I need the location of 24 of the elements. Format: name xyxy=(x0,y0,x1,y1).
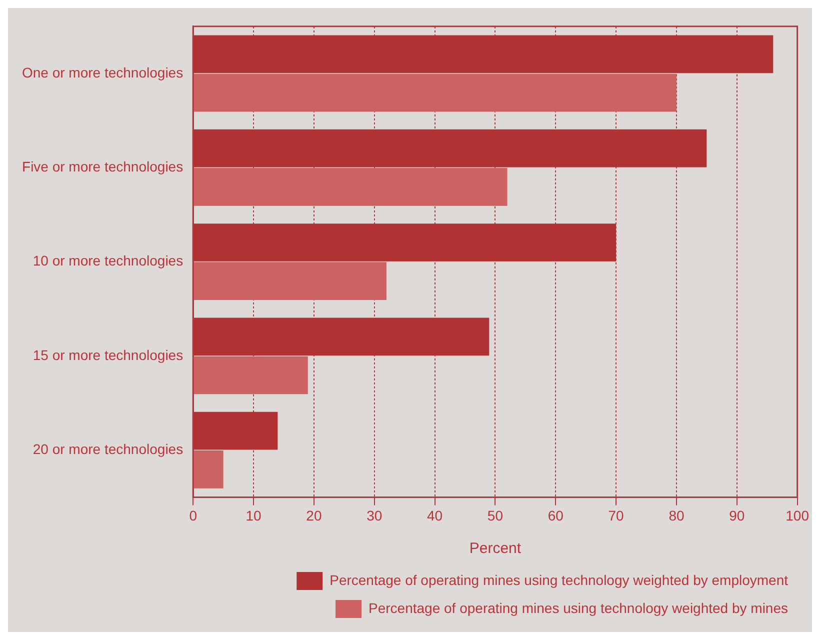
x-tick-label: 40 xyxy=(426,507,443,524)
x-tick-label: 90 xyxy=(729,507,745,524)
x-tick-label: 80 xyxy=(668,507,684,524)
x-tick-label: 10 xyxy=(246,507,262,524)
x-tick-label: 100 xyxy=(786,507,810,524)
y-tick-label: One or more technologies xyxy=(22,64,184,80)
x-tick-label: 60 xyxy=(548,507,564,524)
x-tick-label: 70 xyxy=(608,507,624,524)
x-tick-label: 20 xyxy=(306,507,322,524)
y-tick-label: 15 or more technologies xyxy=(32,346,184,363)
bar xyxy=(194,450,224,488)
bar xyxy=(194,262,386,300)
y-tick-label: Five or more technologies xyxy=(22,158,184,174)
legend-label: Percentage of operating mines using technology weighted by mines xyxy=(368,600,788,616)
legend-label: Percentage of operating mines using technology weighted by employment xyxy=(330,572,788,588)
x-tick-label: 30 xyxy=(366,507,382,524)
x-axis-title: Percent xyxy=(469,540,522,558)
x-tick-label: 50 xyxy=(487,507,504,524)
y-tick-label: 10 or more technologies xyxy=(32,252,184,269)
bar xyxy=(194,168,508,206)
bar xyxy=(194,74,676,112)
bar xyxy=(194,356,308,394)
y-tick-label: 20 or more technologies xyxy=(32,440,184,457)
x-tick-label: 0 xyxy=(189,507,198,524)
